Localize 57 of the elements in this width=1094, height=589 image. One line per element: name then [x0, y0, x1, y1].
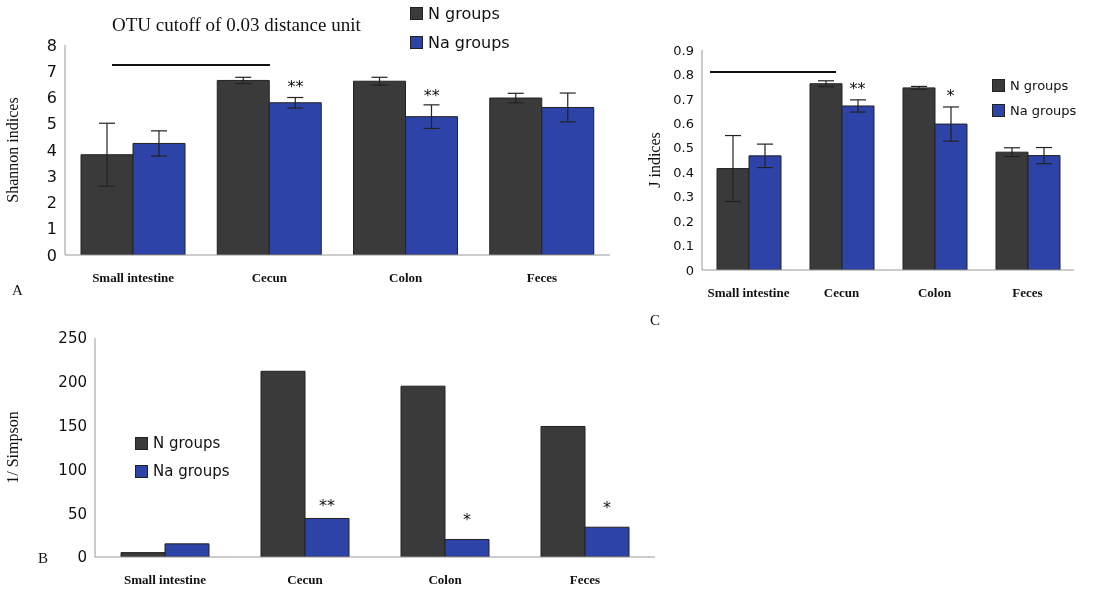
y-tick-label: 0.2 [673, 213, 694, 229]
y-tick-label: 0.6 [673, 115, 694, 131]
legend-label: N groups [153, 434, 221, 452]
y-tick-label: 0.4 [673, 164, 694, 180]
y-tick-label: 50 [67, 504, 87, 523]
legend-label: N groups [1010, 78, 1069, 93]
y-tick-label: 100 [58, 460, 87, 479]
annotation: ** [319, 496, 335, 516]
x-tick-label: Colon [389, 270, 424, 286]
y-tick-label: 0 [46, 245, 57, 265]
y-axis-title: J indices [645, 132, 663, 188]
y-tick-label: 0.3 [673, 189, 694, 205]
text: B [38, 550, 49, 567]
y-tick-label: 1 [46, 219, 57, 239]
x-tick-label: Cecun [823, 285, 860, 301]
y-tick-label: 150 [58, 416, 87, 435]
annotation: * [946, 86, 955, 106]
y-tick-label: 0.9 [673, 42, 694, 58]
annotation: ** [423, 86, 440, 106]
y-tick-label: 2 [46, 193, 57, 213]
x-tick-label: Small intestine [124, 572, 207, 588]
y-tick-label: 5 [46, 114, 57, 134]
legend-label: Na groups [428, 33, 510, 52]
y-tick-label: 0 [685, 262, 694, 278]
legend-label: Na groups [153, 462, 230, 480]
annotation: * [463, 510, 471, 530]
y-tick-label: 0.1 [673, 238, 694, 254]
y-tick-label: 3 [46, 166, 57, 186]
text: C [650, 312, 661, 329]
legend-label: N groups [428, 4, 500, 23]
x-tick-label: Small intestine [707, 285, 790, 301]
annotation: * [603, 498, 611, 518]
y-tick-label: 0 [77, 548, 87, 567]
legend-label: Na groups [1010, 103, 1077, 118]
y-tick-label: 0.7 [673, 91, 694, 107]
y-tick-label: 6 [46, 88, 57, 108]
annotation: ** [287, 77, 304, 97]
y-axis-title: 1/ Simpson [3, 411, 22, 484]
text: A [12, 282, 23, 299]
x-tick-label: Feces [569, 572, 601, 588]
annotation: ** [849, 79, 866, 98]
y-tick-label: 0.8 [673, 67, 694, 83]
y-tick-label: 250 [58, 329, 87, 348]
x-tick-label: Feces [526, 270, 558, 286]
chart-title: OTU cutoff of 0.03 distance unit [112, 14, 361, 36]
y-tick-label: 7 [46, 61, 57, 81]
x-tick-label: Colon [917, 285, 952, 301]
x-tick-label: Feces [1012, 285, 1043, 301]
x-tick-label: Small intestine [92, 270, 175, 286]
y-tick-label: 200 [58, 373, 87, 392]
y-tick-label: 4 [46, 140, 57, 160]
x-tick-label: Cecun [251, 270, 288, 286]
y-tick-label: 8 [46, 35, 57, 55]
x-tick-label: Colon [428, 572, 463, 588]
x-tick-label: Cecun [287, 572, 324, 588]
y-tick-label: 0.5 [673, 140, 694, 156]
y-axis-title: Shannon indices [3, 97, 21, 203]
